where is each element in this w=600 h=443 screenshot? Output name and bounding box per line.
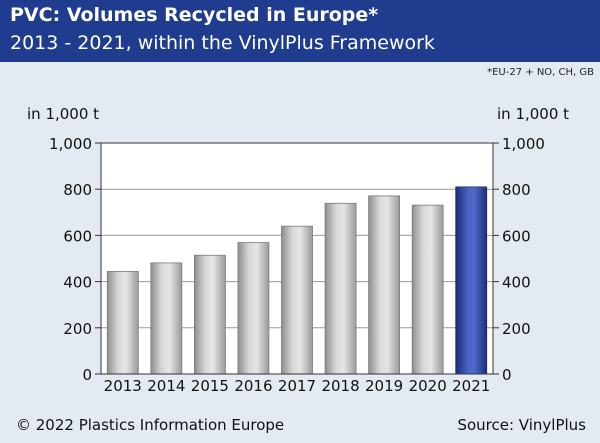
y-tick-label-left: 0 <box>82 366 92 384</box>
y-tick-label-left: 200 <box>63 320 92 338</box>
y-axis-label-right: in 1,000 t <box>497 105 569 123</box>
x-tick-label: 2013 <box>104 377 142 395</box>
y-tick-label-right: 400 <box>502 274 531 292</box>
y-tick-label-right: 0 <box>502 366 512 384</box>
bar-2015 <box>193 254 226 375</box>
plot-area: 0 0 200 200 400 400 600 600 800 800 1,000 1,000 2013… <box>49 135 545 395</box>
bar-2014 <box>150 262 183 375</box>
x-tick-label: 2015 <box>191 377 229 395</box>
x-tick-label: 2016 <box>234 377 272 395</box>
x-tick-label: 2017 <box>278 377 316 395</box>
y-axis-label-left: in 1,000 t <box>27 105 99 123</box>
bar-2018 <box>324 202 357 375</box>
y-tick-label-left: 400 <box>63 274 92 292</box>
x-tick-label: 2020 <box>409 377 447 395</box>
bar-2020 <box>411 204 444 375</box>
chart-subtitle: 2013 - 2021, within the VinylPlus Framew… <box>10 32 435 54</box>
bar-2017 <box>281 225 313 375</box>
y-tick-label-right: 800 <box>502 181 531 199</box>
bar-2016 <box>237 242 270 375</box>
x-tick-label: 2019 <box>365 377 403 395</box>
y-tick-label-left: 1,000 <box>49 135 92 153</box>
y-tick-label-left: 800 <box>63 181 92 199</box>
x-tick-label: 2021 <box>452 377 490 395</box>
bar-2019 <box>368 195 401 375</box>
y-tick-label-right: 1,000 <box>502 135 545 153</box>
copyright-text: © 2022 Plastics Information Europe <box>16 416 285 434</box>
bar-2013 <box>106 271 139 375</box>
y-tick-label-right: 200 <box>502 320 531 338</box>
plot-frame <box>100 142 494 375</box>
y-tick-label-left: 600 <box>63 227 92 245</box>
x-tick-label: 2018 <box>321 377 359 395</box>
source-text: Source: VinylPlus <box>457 416 586 434</box>
footnote: *EU-27 + NO, CH, GB <box>487 67 594 78</box>
chart-header: PVC: Volumes Recycled in Europe* 2013 - … <box>0 0 600 62</box>
y-tick-label-right: 600 <box>502 227 531 245</box>
chart-title: PVC: Volumes Recycled in Europe* <box>10 4 379 26</box>
bar-2021 <box>455 186 488 375</box>
x-tick-label: 2014 <box>147 377 185 395</box>
